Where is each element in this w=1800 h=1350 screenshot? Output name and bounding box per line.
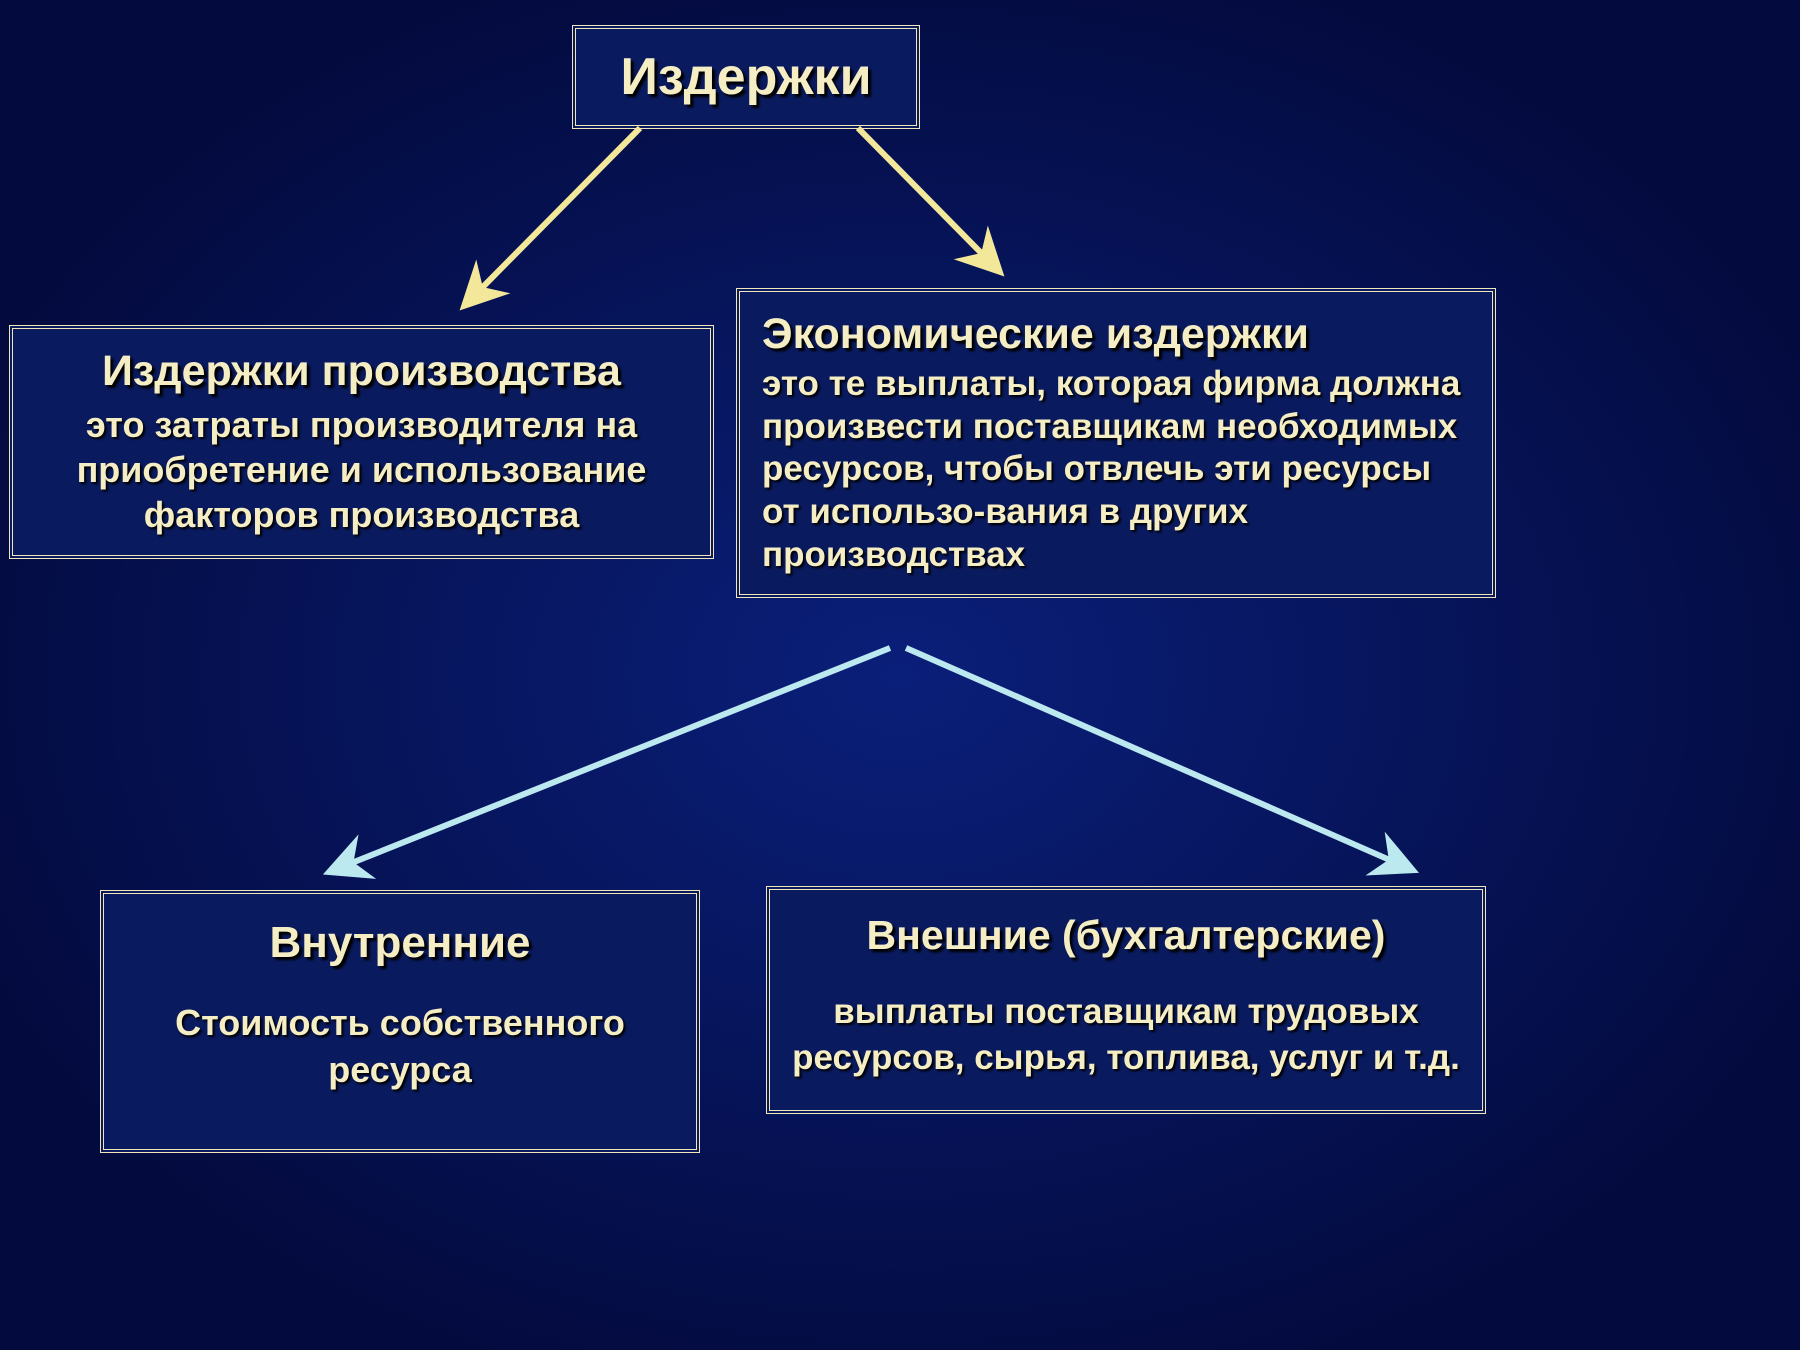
node-internal-body: Стоимость собственного ресурса: [126, 1000, 674, 1094]
node-economic-body: это те выплаты, которая фирма должна про…: [762, 363, 1470, 576]
node-root-title: Издержки: [598, 47, 894, 107]
node-production-costs: Издержки производства это затраты произв…: [9, 325, 714, 559]
node-production-title: Издержки производства: [35, 347, 688, 396]
node-economic-costs: Экономические издержки это те выплаты, к…: [736, 288, 1496, 598]
node-external-body: выплаты поставщикам трудовых ресурсов, с…: [790, 989, 1462, 1080]
node-external: Внешние (бухгалтерские) выплаты поставщи…: [766, 886, 1486, 1114]
node-economic-title: Экономические издержки: [762, 310, 1470, 359]
node-production-body: это затраты производителя на приобретени…: [35, 402, 688, 537]
node-external-title: Внешние (бухгалтерские): [790, 912, 1462, 959]
node-root: Издержки: [572, 25, 920, 129]
node-internal: Внутренние Стоимость собственного ресурс…: [100, 890, 700, 1153]
node-internal-title: Внутренние: [126, 918, 674, 968]
